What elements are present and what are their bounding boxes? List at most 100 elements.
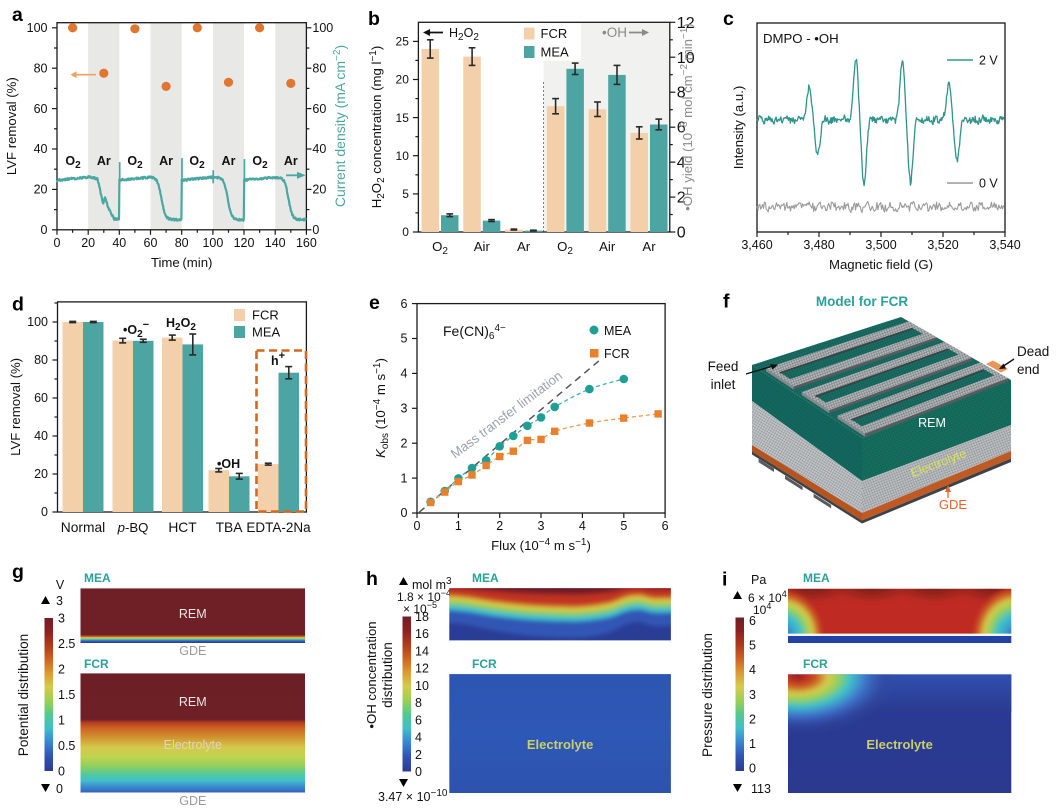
svg-text:1: 1: [401, 471, 408, 485]
svg-text:15: 15: [396, 111, 410, 125]
svg-text:FCR: FCR: [803, 657, 828, 671]
svg-text:1: 1: [749, 737, 756, 751]
svg-text:0: 0: [401, 506, 408, 520]
svg-text:H2O2: H2O2: [166, 316, 196, 333]
svg-text:h: h: [366, 568, 378, 590]
svg-text:40: 40: [312, 142, 326, 156]
svg-text:2: 2: [401, 436, 408, 450]
svg-text:Ar: Ar: [642, 239, 656, 254]
svg-text:0.5: 0.5: [58, 739, 75, 753]
svg-text:Normal: Normal: [61, 520, 105, 535]
svg-text:4: 4: [579, 519, 586, 533]
svg-text:3,480: 3,480: [803, 238, 834, 252]
svg-text:2 V: 2 V: [979, 54, 998, 68]
svg-text:1.5: 1.5: [58, 688, 75, 702]
svg-text:100: 100: [27, 315, 48, 329]
svg-text:0: 0: [312, 223, 319, 237]
svg-text:60: 60: [34, 391, 48, 405]
svg-text:GDE: GDE: [179, 644, 206, 658]
svg-text:6 × 104: 6 × 104: [748, 589, 787, 605]
svg-text:2: 2: [58, 663, 65, 677]
svg-text:Air: Air: [474, 239, 491, 254]
svg-text:6: 6: [662, 519, 669, 533]
svg-text:MEA: MEA: [803, 571, 830, 585]
svg-text:•OH: •OH: [602, 25, 627, 40]
svg-text:40: 40: [34, 429, 48, 443]
svg-text:DMPO - •OH: DMPO - •OH: [763, 31, 839, 46]
svg-text:60: 60: [312, 102, 326, 116]
svg-text:Ar: Ar: [97, 154, 111, 168]
svg-text:0: 0: [58, 765, 65, 779]
svg-text:12: 12: [677, 15, 695, 32]
svg-text:Pressure distribution: Pressure distribution: [700, 633, 715, 757]
svg-text:•O2−: •O2−: [123, 319, 149, 340]
svg-text:mol m3: mol m3: [412, 576, 452, 593]
svg-text:inlet: inlet: [711, 377, 736, 392]
svg-text:5: 5: [620, 519, 627, 533]
svg-text:Electrolyte: Electrolyte: [164, 738, 222, 752]
svg-text:40: 40: [34, 142, 48, 156]
svg-text:5: 5: [402, 187, 409, 201]
svg-text:Pa: Pa: [751, 573, 766, 587]
svg-text:MEA: MEA: [604, 324, 632, 338]
svg-text:10: 10: [396, 149, 410, 163]
svg-text:60: 60: [144, 236, 158, 250]
svg-text:0: 0: [54, 236, 61, 250]
svg-text:TBA: TBA: [216, 520, 244, 535]
svg-text:20: 20: [34, 467, 48, 481]
svg-text:5: 5: [749, 639, 756, 653]
svg-text:0: 0: [749, 762, 756, 776]
svg-text:0: 0: [402, 225, 409, 239]
svg-text:3.47 × 10−10: 3.47 × 10−10: [378, 788, 448, 805]
svg-text:Flux (10−4 m s−1): Flux (10−4 m s−1): [491, 537, 591, 554]
svg-text:1.8 × 10−4: 1.8 × 10−4: [397, 588, 451, 604]
svg-text:p-BQ: p-BQ: [117, 520, 149, 535]
svg-text:Time (min): Time (min): [151, 255, 213, 270]
svg-text:Air: Air: [599, 239, 616, 254]
svg-text:LVF removal (%): LVF removal (%): [8, 358, 23, 456]
svg-text:8: 8: [415, 696, 422, 710]
svg-text:EDTA-2Na: EDTA-2Na: [246, 520, 311, 535]
svg-text:80: 80: [175, 236, 189, 250]
svg-text:b: b: [368, 8, 380, 30]
svg-text:4: 4: [749, 663, 756, 677]
svg-text:Ar: Ar: [517, 239, 531, 254]
svg-text:100: 100: [202, 236, 223, 250]
svg-text:20: 20: [396, 73, 410, 87]
svg-text:3: 3: [56, 594, 63, 608]
svg-text:a: a: [12, 4, 23, 26]
svg-text:3,540: 3,540: [989, 238, 1020, 252]
svg-text:2: 2: [496, 519, 503, 533]
svg-text:4: 4: [415, 731, 422, 745]
svg-text:d: d: [12, 294, 24, 316]
svg-text:H2O2 concentration (mg l−1): H2O2 concentration (mg l−1): [368, 46, 388, 209]
svg-text:2: 2: [677, 190, 686, 207]
svg-text:14: 14: [415, 644, 429, 658]
svg-text:Ar: Ar: [159, 154, 173, 168]
svg-text:100: 100: [27, 21, 48, 35]
svg-text:REM: REM: [179, 695, 207, 709]
svg-text:25: 25: [396, 35, 410, 49]
svg-text:80: 80: [312, 61, 326, 75]
svg-text:Potential distribution: Potential distribution: [16, 634, 31, 756]
svg-text:2: 2: [749, 712, 756, 726]
svg-text:0 V: 0 V: [979, 177, 998, 191]
svg-text:Dead: Dead: [1017, 344, 1049, 359]
svg-text:60: 60: [34, 102, 48, 116]
svg-text:10: 10: [415, 679, 429, 693]
svg-text:3: 3: [401, 402, 408, 416]
svg-text:80: 80: [34, 353, 48, 367]
svg-text:16: 16: [415, 627, 429, 641]
svg-text:GDE: GDE: [179, 794, 206, 808]
svg-text:MEA: MEA: [472, 571, 499, 585]
svg-text:•OH yield (10−8 mol cm−2 min−1: •OH yield (10−8 mol cm−2 min−1): [679, 23, 696, 211]
svg-text:120: 120: [234, 236, 255, 250]
svg-text:REM: REM: [918, 416, 946, 430]
svg-text:distribution: distribution: [380, 642, 395, 708]
svg-text:2.5: 2.5: [58, 637, 75, 651]
svg-text:3: 3: [749, 688, 756, 702]
svg-text:e: e: [369, 292, 380, 314]
svg-text:HCT: HCT: [168, 520, 197, 535]
svg-text:20: 20: [312, 183, 326, 197]
svg-text:FCR: FCR: [472, 657, 497, 671]
